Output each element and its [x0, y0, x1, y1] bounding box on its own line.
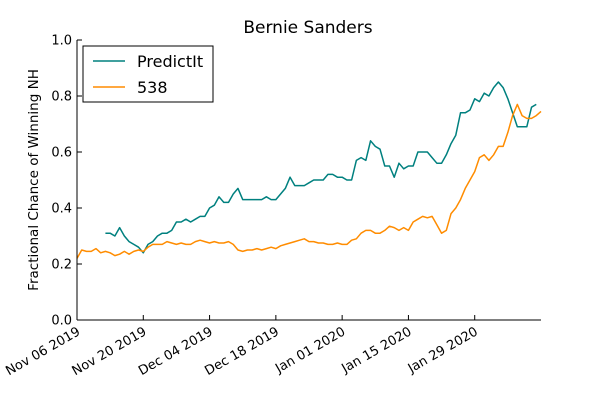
x-tick-label: Dec 18 2019	[202, 324, 281, 379]
y-axis-label: Fractional Chance of Winning NH	[26, 69, 42, 291]
y-tick-label: 0.8	[51, 90, 72, 105]
legend: PredictIt 538	[82, 45, 214, 103]
y-tick-label: 1.0	[51, 34, 72, 49]
y-ticks: 0.0 0.2 0.4 0.6 0.8 1.0	[51, 34, 82, 329]
x-tick-label: Jan 29 2020	[405, 324, 481, 376]
legend-label-predictit: PredictIt	[137, 52, 203, 71]
x-tick-label: Jan 15 2020	[339, 324, 415, 376]
y-tick-label: 0.6	[51, 146, 72, 161]
chart-title: Bernie Sanders	[243, 18, 372, 38]
legend-label-538: 538	[137, 78, 168, 97]
series-line-predictit	[105, 81, 537, 254]
y-tick-label: 0.0	[51, 314, 72, 329]
x-tick-label: Jan 01 2020	[272, 324, 348, 376]
series-line-538	[76, 103, 542, 259]
y-tick-label: 0.2	[51, 258, 72, 273]
legend-box	[82, 45, 214, 103]
x-tick-label: Nov 20 2019	[70, 324, 150, 379]
series-layer	[76, 81, 542, 259]
y-tick-label: 0.4	[51, 202, 72, 217]
x-tick-label: Nov 06 2019	[3, 324, 83, 379]
x-tick-label: Dec 04 2019	[136, 324, 215, 379]
